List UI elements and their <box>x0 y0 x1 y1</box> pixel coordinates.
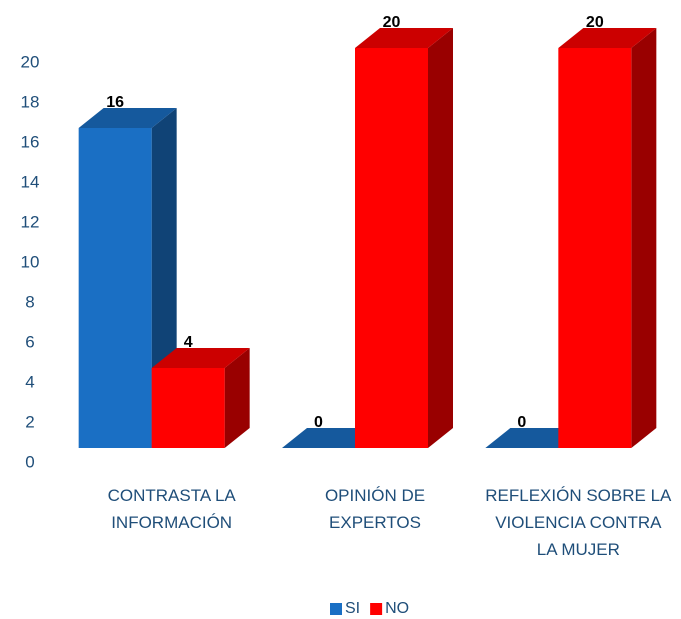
bar-side <box>631 28 657 448</box>
bar <box>151 368 225 448</box>
bar-side <box>224 348 250 448</box>
y-tick-label: 16 <box>21 132 40 151</box>
data-label: 20 <box>586 14 604 31</box>
legend-swatch <box>330 603 342 615</box>
y-tick-label: 6 <box>25 332 34 351</box>
y-tick-label: 10 <box>21 252 40 271</box>
data-label: 0 <box>314 414 323 431</box>
legend-label: NO <box>385 600 409 617</box>
data-label: 20 <box>383 14 401 31</box>
y-tick-label: 18 <box>21 92 40 111</box>
y-tick-label: 20 <box>21 52 40 71</box>
data-label: 16 <box>106 94 124 111</box>
y-tick-label: 14 <box>21 172 40 191</box>
bar <box>558 48 632 448</box>
legend-label: SI <box>345 600 360 617</box>
legend-swatch <box>370 603 383 615</box>
bar-top <box>355 28 453 48</box>
y-tick-label: 12 <box>21 212 40 231</box>
y-tick-label: 2 <box>25 412 34 431</box>
x-tick-label: REFLEXIÓN SOBRE LA VIOLENCIA CONTRA LA M… <box>485 486 672 559</box>
data-label: 0 <box>517 414 526 431</box>
data-label: 4 <box>184 334 193 351</box>
bar <box>355 48 428 448</box>
bar-top <box>558 28 657 48</box>
bar <box>78 128 152 448</box>
x-tick-label: CONTRASTA LA INFORMACIÓN <box>107 486 236 532</box>
bar-top <box>78 108 177 128</box>
y-tick-label: 0 <box>25 452 34 471</box>
y-tick-label: 8 <box>25 292 34 311</box>
y-tick-label: 4 <box>25 372 34 391</box>
x-tick-label: OPINIÓN DE EXPERTOS <box>324 486 426 532</box>
bar-side <box>428 28 453 448</box>
bar-top <box>151 348 250 368</box>
